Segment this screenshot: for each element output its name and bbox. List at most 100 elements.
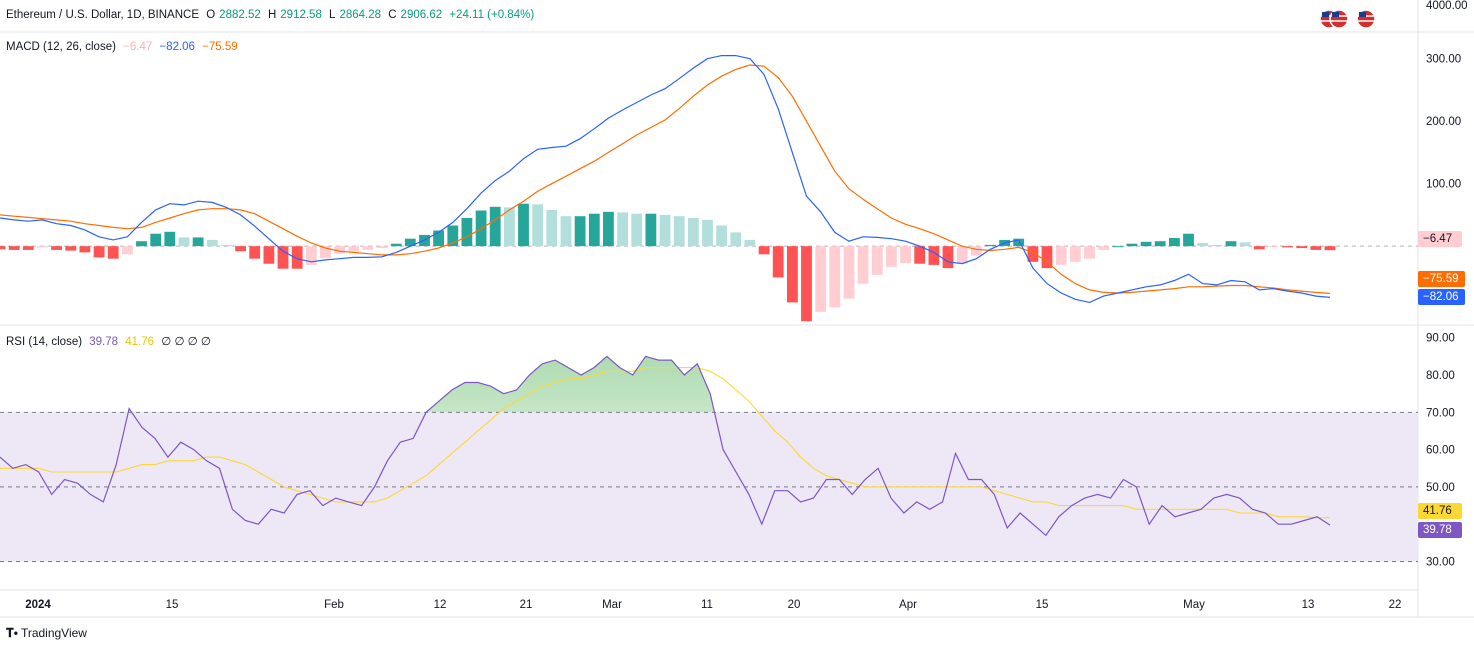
macd-histogram-bar (588, 213, 600, 247)
macd-histogram-bar (758, 246, 770, 255)
rsi-y-tick-label: 70.00 (1426, 407, 1455, 419)
high-label: H (267, 9, 277, 21)
rsi-overbought-fill (0, 356, 1330, 413)
change-value: +24.11 (+0.84%) (449, 9, 535, 21)
rsi-legend[interactable]: RSI (14, close) 39.78 41.76 ∅ ∅ ∅ ∅ (6, 334, 215, 348)
macd-histogram-bar (1282, 246, 1293, 248)
macd-histogram-bar (1126, 243, 1138, 247)
tradingview-brand[interactable]: 𝐓• TradingView (6, 626, 87, 641)
macd-histogram-bar (1069, 246, 1081, 262)
symbol-legend[interactable]: Ethereum / U.S. Dollar, 1D, BINANCE O 288… (6, 9, 538, 21)
macd-signal-value: −75.59 (202, 41, 238, 53)
rsi-line (0, 355, 1331, 537)
price-scale-label-top: 4000.00 (1426, 0, 1468, 12)
macd-histogram-bar (815, 246, 827, 312)
macd-histogram-bar (801, 246, 812, 322)
macd-histogram-bar (1027, 246, 1039, 262)
rsi-extras: ∅ ∅ ∅ ∅ (161, 336, 211, 348)
macd-histogram-bar (263, 246, 275, 264)
macd-histogram-bar (1324, 246, 1336, 251)
macd-histogram-bar (914, 246, 926, 264)
macd-histogram-bar (504, 207, 515, 247)
macd-histogram-bar (107, 246, 119, 259)
macd-histogram-bar (334, 246, 345, 254)
macd-histogram-bar (376, 246, 388, 249)
time-axis-label: Mar (602, 599, 622, 611)
macd-histogram-bar (645, 213, 657, 247)
macd-histogram-bar (970, 246, 982, 256)
macd-line-value: −82.06 (159, 41, 195, 53)
rsi-y-tick-label: 50.00 (1426, 482, 1455, 494)
rsi-price-tag: 39.78 (1418, 522, 1462, 538)
macd-legend-title: MACD (12, 26, close) (6, 41, 116, 53)
macd-histogram-bar (1225, 241, 1237, 247)
close-value: C 2906.62 (388, 9, 442, 21)
macd-histogram-bar (518, 203, 529, 247)
macd-histogram-bar (1197, 243, 1209, 247)
macd-histogram-bar (390, 243, 402, 247)
macd-signal-line (0, 64, 1331, 294)
macd-histogram-bar (1183, 233, 1194, 247)
macd-histogram-bar (560, 216, 572, 247)
us-flag-icon[interactable] (1356, 9, 1376, 29)
macd-histogram-bar (433, 230, 444, 247)
rsi-ma-line (0, 367, 1330, 519)
macd-histogram-bar (1154, 241, 1166, 247)
rsi-y-tick-label: 30.00 (1426, 557, 1455, 569)
rsi-y-tick-label: 60.00 (1426, 445, 1455, 457)
macd-histogram-bar (51, 246, 62, 250)
macd-histogram-bar (716, 225, 727, 247)
macd-histogram-bar (37, 246, 48, 248)
macd-histogram-bar (942, 246, 954, 269)
macd-histogram-bar (1098, 246, 1109, 250)
time-axis-label: 21 (520, 599, 533, 611)
macd-y-tick-label: 100.00 (1426, 179, 1461, 191)
macd-histogram-bar (702, 219, 713, 247)
tradingview-brand-label: TradingView (20, 626, 87, 640)
hist-price-tag: −6.47 (1418, 231, 1462, 247)
macd-histogram-bar (404, 238, 416, 247)
macd-y-tick-label: 300.00 (1426, 54, 1461, 66)
macd-histogram-bar (956, 246, 968, 264)
low-label: L (329, 9, 336, 21)
macd-histogram-bar (192, 237, 204, 247)
macd-histogram-bar (1041, 246, 1053, 269)
macd-histogram-bar (857, 246, 869, 284)
macd-histogram-bar (0, 246, 6, 250)
macd-histogram-bar (362, 246, 374, 250)
rsi-ma-price-tag: 41.76 (1418, 503, 1462, 519)
macd-price-tag: −82.06 (1418, 289, 1465, 305)
low-number: 2864.28 (339, 9, 382, 21)
macd-histogram-bar (461, 218, 473, 247)
us-flag-icon[interactable] (1329, 9, 1349, 29)
macd-histogram-bar (79, 246, 91, 253)
time-axis-label: 12 (434, 599, 447, 611)
rsi-pane (0, 355, 1418, 563)
symbol-title: Ethereum / U.S. Dollar, 1D, BINANCE (6, 9, 200, 21)
macd-histogram-bar (249, 246, 261, 259)
macd-histogram-bar (65, 246, 77, 251)
macd-histogram-bar (1268, 246, 1279, 248)
time-axis-label: 13 (1302, 599, 1315, 611)
macd-histogram-bar (489, 206, 501, 247)
macd-legend[interactable]: MACD (12, 26, close) −6.47 −82.06 −75.59 (6, 41, 242, 53)
time-axis-label: Apr (899, 599, 917, 611)
high-value: H 2912.58 (268, 9, 322, 21)
macd-histogram-bar (235, 246, 246, 252)
macd-histogram-bar (574, 216, 586, 247)
macd-histogram-bar (8, 246, 20, 250)
macd-histogram-bar (22, 246, 34, 250)
macd-line (0, 54, 1331, 304)
macd-histogram-bar (305, 246, 317, 265)
low-value: L 2864.28 (329, 9, 381, 21)
macd-histogram-bar (603, 211, 614, 247)
macd-histogram-bar (1084, 246, 1095, 259)
macd-histogram-bar (277, 246, 289, 269)
rsi-value: 39.78 (89, 336, 119, 348)
macd-histogram-bar (730, 232, 742, 247)
macd-histogram-bar (687, 218, 699, 247)
macd-histogram-bar (320, 246, 331, 259)
macd-hist-value: −6.47 (123, 41, 153, 53)
macd-histogram-bar (122, 246, 133, 255)
